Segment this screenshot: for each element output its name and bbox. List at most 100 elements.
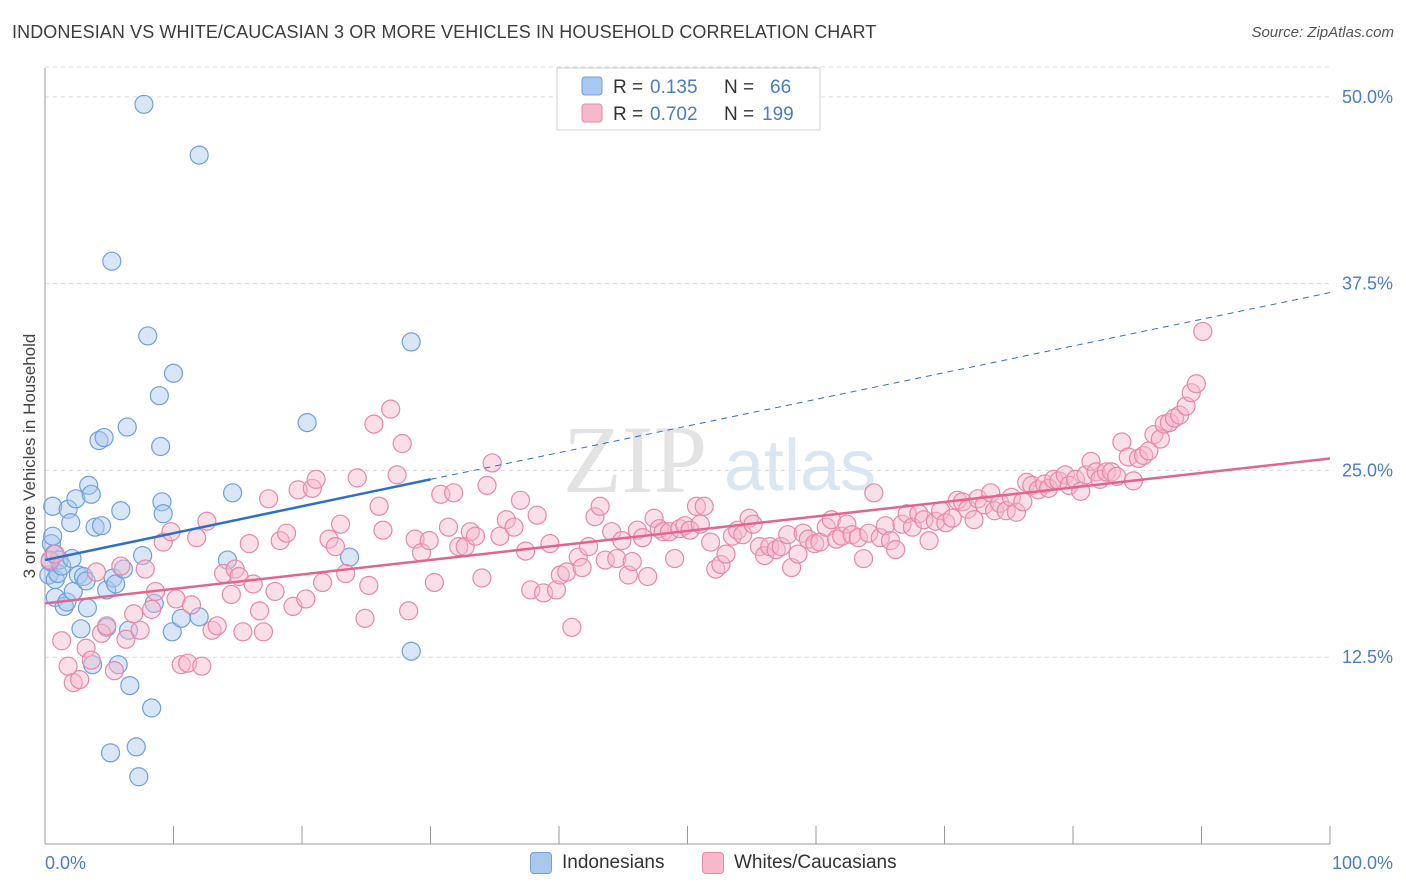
data-point (465, 526, 486, 546)
data-point (325, 537, 346, 557)
data-point (312, 572, 333, 593)
data-point (336, 563, 356, 584)
data-point (472, 568, 492, 588)
data-point (1186, 374, 1206, 394)
data-point (270, 531, 290, 551)
data-point (142, 698, 162, 718)
data-point (178, 653, 198, 673)
data-point (837, 514, 857, 534)
data-point (401, 641, 421, 661)
data-point (622, 551, 642, 572)
data-point (91, 516, 112, 536)
data-point (153, 504, 173, 524)
trendlines (44, 292, 1331, 605)
x-tick-label-max: 100.0% (1332, 853, 1393, 873)
data-point (253, 622, 274, 642)
x-ticks (44, 826, 1331, 844)
data-point (438, 517, 459, 537)
data-point (100, 743, 121, 763)
data-point (590, 496, 610, 516)
data-point (130, 620, 150, 640)
data-point (419, 531, 439, 551)
data-point (85, 517, 105, 537)
data-point (778, 525, 798, 545)
watermark-atlas: atlas (724, 426, 876, 506)
data-point (142, 599, 162, 619)
data-point (568, 547, 588, 567)
data-point (1006, 502, 1027, 522)
bottom-legend-label-indonesians: Indonesians (562, 852, 665, 873)
y-tick-label: 50.0% (1342, 87, 1393, 107)
data-point (120, 675, 140, 696)
bottom-legend-item-whites: Whites/Caucasians (702, 852, 897, 874)
data-point (711, 554, 731, 575)
data-point (853, 548, 874, 569)
legend-n-value-1: 66 (770, 77, 791, 98)
y-tick-label: 12.5% (1342, 647, 1393, 667)
data-point (355, 608, 375, 628)
data-point (401, 332, 421, 352)
data-point (81, 650, 101, 670)
legend-n-label-2: N = (724, 104, 754, 125)
data-point (296, 589, 316, 609)
data-point (138, 326, 158, 346)
data-point (124, 604, 144, 624)
trendline-indonesians (44, 478, 431, 562)
data-point (722, 526, 743, 546)
data-point (880, 531, 901, 551)
data-point (207, 616, 227, 636)
data-point (771, 537, 791, 557)
data-point (76, 638, 96, 658)
data-point (52, 631, 72, 651)
data-point (859, 523, 879, 543)
data-point (1096, 462, 1117, 482)
data-point (919, 531, 939, 551)
data-point (86, 562, 107, 582)
data-point (527, 505, 547, 525)
data-point (749, 537, 770, 557)
data-point (665, 548, 685, 569)
data-point (364, 414, 384, 434)
data-point (339, 547, 360, 567)
legend-r-label-2: R = (613, 104, 643, 125)
data-point (89, 430, 109, 451)
data-point (163, 363, 184, 383)
data-point (171, 655, 191, 675)
data-point (832, 526, 852, 546)
data-point (974, 495, 994, 515)
data-point (369, 496, 389, 516)
data-point (181, 595, 202, 615)
data-point (297, 412, 317, 433)
legend-r-value-2: 0.702 (650, 104, 698, 125)
source-credit: Source: ZipAtlas.com (1251, 24, 1394, 41)
data-point (686, 496, 707, 516)
data-point (71, 619, 91, 639)
data-point (864, 483, 884, 503)
data-point (638, 566, 658, 587)
legend-box: R = 0.135 N = 66 R = 0.702 N = 199 (556, 67, 821, 131)
data-point (189, 607, 209, 627)
data-point (766, 540, 786, 560)
legend-r-value-1: 0.135 (650, 77, 698, 98)
data-point (490, 526, 510, 546)
data-point (43, 526, 63, 546)
legend-n-value-2: 199 (762, 104, 794, 125)
trendline-whites (44, 457, 1331, 605)
data-point (126, 737, 146, 757)
data-point (306, 469, 326, 489)
series-indonesians (39, 94, 421, 787)
data-point (754, 545, 775, 566)
data-point (562, 617, 582, 637)
data-point (151, 436, 171, 457)
data-point (1013, 492, 1033, 512)
data-point (249, 601, 270, 621)
data-point (496, 510, 516, 530)
data-point (644, 508, 664, 528)
data-point (701, 532, 721, 552)
data-point (540, 534, 560, 554)
data-point (187, 528, 207, 548)
data-point (61, 513, 81, 533)
data-point (694, 496, 714, 516)
legend-r-label-1: R = (613, 77, 643, 98)
x-tick-label-min: 0.0% (45, 853, 86, 873)
